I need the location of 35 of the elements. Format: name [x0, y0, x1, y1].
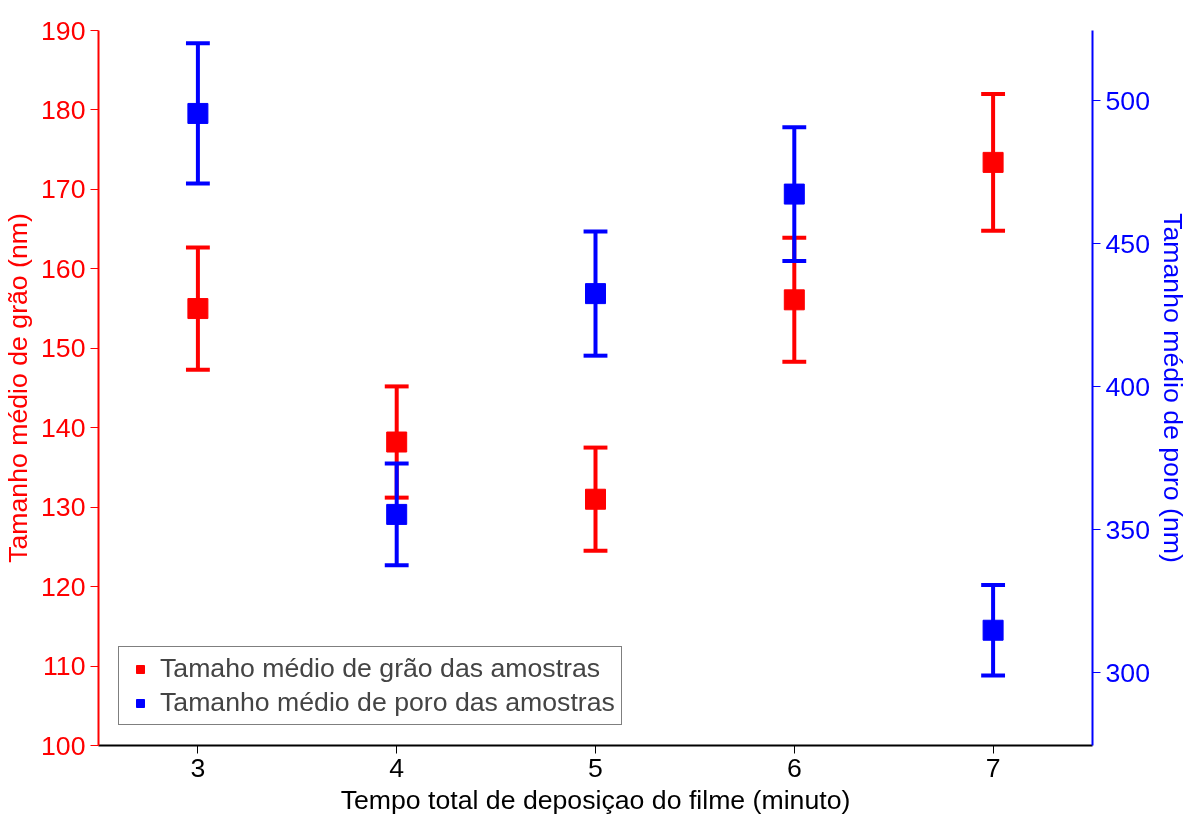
point: [187, 102, 209, 124]
y2-tick-label: 400: [1105, 371, 1150, 402]
legend-label: Tamanho médio de poro das amostras: [160, 687, 615, 718]
y-axis-title: Tamanho médio de grão (nm): [3, 213, 34, 563]
point: [982, 619, 1004, 641]
point: [783, 183, 805, 205]
x-tick-label: 6: [786, 752, 802, 783]
y2-tick-label: 450: [1105, 228, 1150, 259]
point: [386, 431, 408, 453]
point: [585, 283, 606, 305]
point: [386, 503, 408, 525]
y-tick-label: 120: [41, 571, 86, 602]
y2-axis-title: Tamanho médio de poro (nm): [1157, 213, 1188, 563]
y-tick-label: 190: [41, 15, 86, 46]
point: [783, 289, 805, 311]
y-tick-label: 110: [43, 651, 86, 682]
y-tick-label: 100: [41, 730, 86, 761]
y-tick-label: 170: [41, 174, 86, 205]
legend-label: Tamaho médio de grão das amostras: [160, 653, 601, 684]
x-axis-title: Tempo total de deposiçao do filme (minuto): [340, 784, 851, 815]
y-tick-label: 150: [41, 333, 86, 364]
y-tick-label: 140: [41, 412, 86, 443]
x-tick-label: 3: [190, 752, 206, 783]
y2-tick-label: 350: [1105, 514, 1150, 545]
point: [585, 488, 606, 510]
point: [187, 298, 209, 320]
point: [982, 151, 1004, 173]
y-tick-label: 180: [41, 94, 86, 125]
y-tick-label: 160: [41, 253, 86, 284]
x-tick-label: 7: [985, 752, 1001, 783]
x-tick-label: 5: [588, 752, 603, 783]
y-tick-label: 130: [41, 492, 86, 523]
y2-tick-label: 500: [1105, 85, 1150, 116]
y2-tick-label: 300: [1105, 657, 1150, 688]
x-tick-label: 4: [389, 752, 405, 783]
